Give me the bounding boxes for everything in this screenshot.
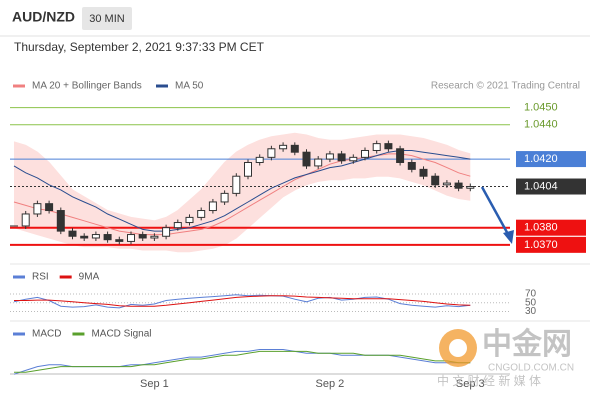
watermark-slogan: 中 文 财 经 新 媒 体 xyxy=(437,373,541,388)
legend-label: RSI xyxy=(32,272,49,283)
symbol: AUD/NZD xyxy=(12,9,75,25)
ma-line xyxy=(13,153,471,236)
level-label: 1.0440 xyxy=(524,119,558,131)
y-tick-label: 70 xyxy=(525,289,537,300)
bollinger-band xyxy=(14,133,471,252)
level-label: 1.0380 xyxy=(524,222,558,234)
candle xyxy=(290,144,299,153)
candle xyxy=(197,210,206,218)
watermark-site: CNGOLD.COM.CN xyxy=(488,363,574,374)
level-box xyxy=(516,178,586,195)
candle xyxy=(466,186,475,189)
y-tick-label: 30 xyxy=(525,306,537,317)
y-tick-label: 50 xyxy=(525,297,537,308)
candle xyxy=(208,201,217,212)
indicator-line xyxy=(14,350,471,373)
candle xyxy=(91,234,100,239)
candle xyxy=(232,175,241,194)
candle xyxy=(185,216,194,224)
candle xyxy=(255,156,264,163)
candle xyxy=(314,158,323,167)
candle xyxy=(33,203,42,215)
x-tick-label: Sep 3 xyxy=(456,378,485,390)
credit: Research © 2021 Trading Central xyxy=(431,81,580,92)
level-box xyxy=(516,219,586,236)
candle xyxy=(361,149,369,158)
candle xyxy=(325,153,334,160)
candle xyxy=(103,234,112,241)
forecast-arrowhead xyxy=(503,230,514,244)
watermark: 中金网 CNGOLD.COM.CN 中 文 财 经 新 媒 体 xyxy=(437,327,574,388)
level-box xyxy=(516,151,586,168)
candle xyxy=(138,234,147,239)
timeframe[interactable]: 30 MIN xyxy=(89,13,125,25)
indicator-line xyxy=(13,294,471,309)
watermark-text: 中金网 xyxy=(482,327,572,361)
candle xyxy=(442,182,451,186)
candle xyxy=(21,213,30,227)
candle xyxy=(173,222,182,229)
candle xyxy=(419,168,428,177)
candle xyxy=(396,148,405,163)
candle xyxy=(127,234,135,242)
legend-label: MACD xyxy=(32,329,61,340)
candle xyxy=(372,143,381,151)
bollinger-lower xyxy=(13,175,471,253)
timeframe-badge[interactable] xyxy=(82,7,132,30)
candle xyxy=(244,161,252,177)
legend-label: MA 20 + Bollinger Bands xyxy=(32,81,142,92)
watermark-logo xyxy=(449,339,467,357)
level-label: 1.0420 xyxy=(524,153,558,165)
legend-label: 9MA xyxy=(79,272,100,283)
ma-line xyxy=(13,150,471,232)
candle xyxy=(407,161,416,170)
indicator-line xyxy=(14,295,471,307)
candle xyxy=(150,235,159,239)
candle xyxy=(68,230,77,237)
datetime: Thursday, September 2, 2021 9:37:33 PM C… xyxy=(14,40,265,54)
level-box xyxy=(516,236,586,253)
level-label: 1.0370 xyxy=(524,239,558,251)
candle xyxy=(279,144,288,150)
candle xyxy=(302,151,311,167)
candle xyxy=(349,156,358,162)
candle xyxy=(162,227,171,237)
level-label: 1.0450 xyxy=(524,102,558,114)
indicator-line xyxy=(13,349,471,375)
candle xyxy=(431,175,440,186)
candle xyxy=(115,239,124,242)
candle xyxy=(56,210,65,232)
candle xyxy=(267,148,276,158)
candle xyxy=(45,203,54,212)
x-tick-label: Sep 1 xyxy=(140,378,169,390)
x-tick-label: Sep 2 xyxy=(316,378,345,390)
candle xyxy=(220,192,229,203)
candle xyxy=(454,182,463,189)
candle xyxy=(337,153,346,162)
level-label: 1.0404 xyxy=(524,180,558,192)
forecast-arrow xyxy=(480,186,511,237)
legend-label: MA 50 xyxy=(175,81,204,92)
candle xyxy=(384,143,393,150)
legend-label: MACD Signal xyxy=(91,329,151,340)
candle xyxy=(80,235,89,239)
bollinger-upper xyxy=(13,132,471,222)
